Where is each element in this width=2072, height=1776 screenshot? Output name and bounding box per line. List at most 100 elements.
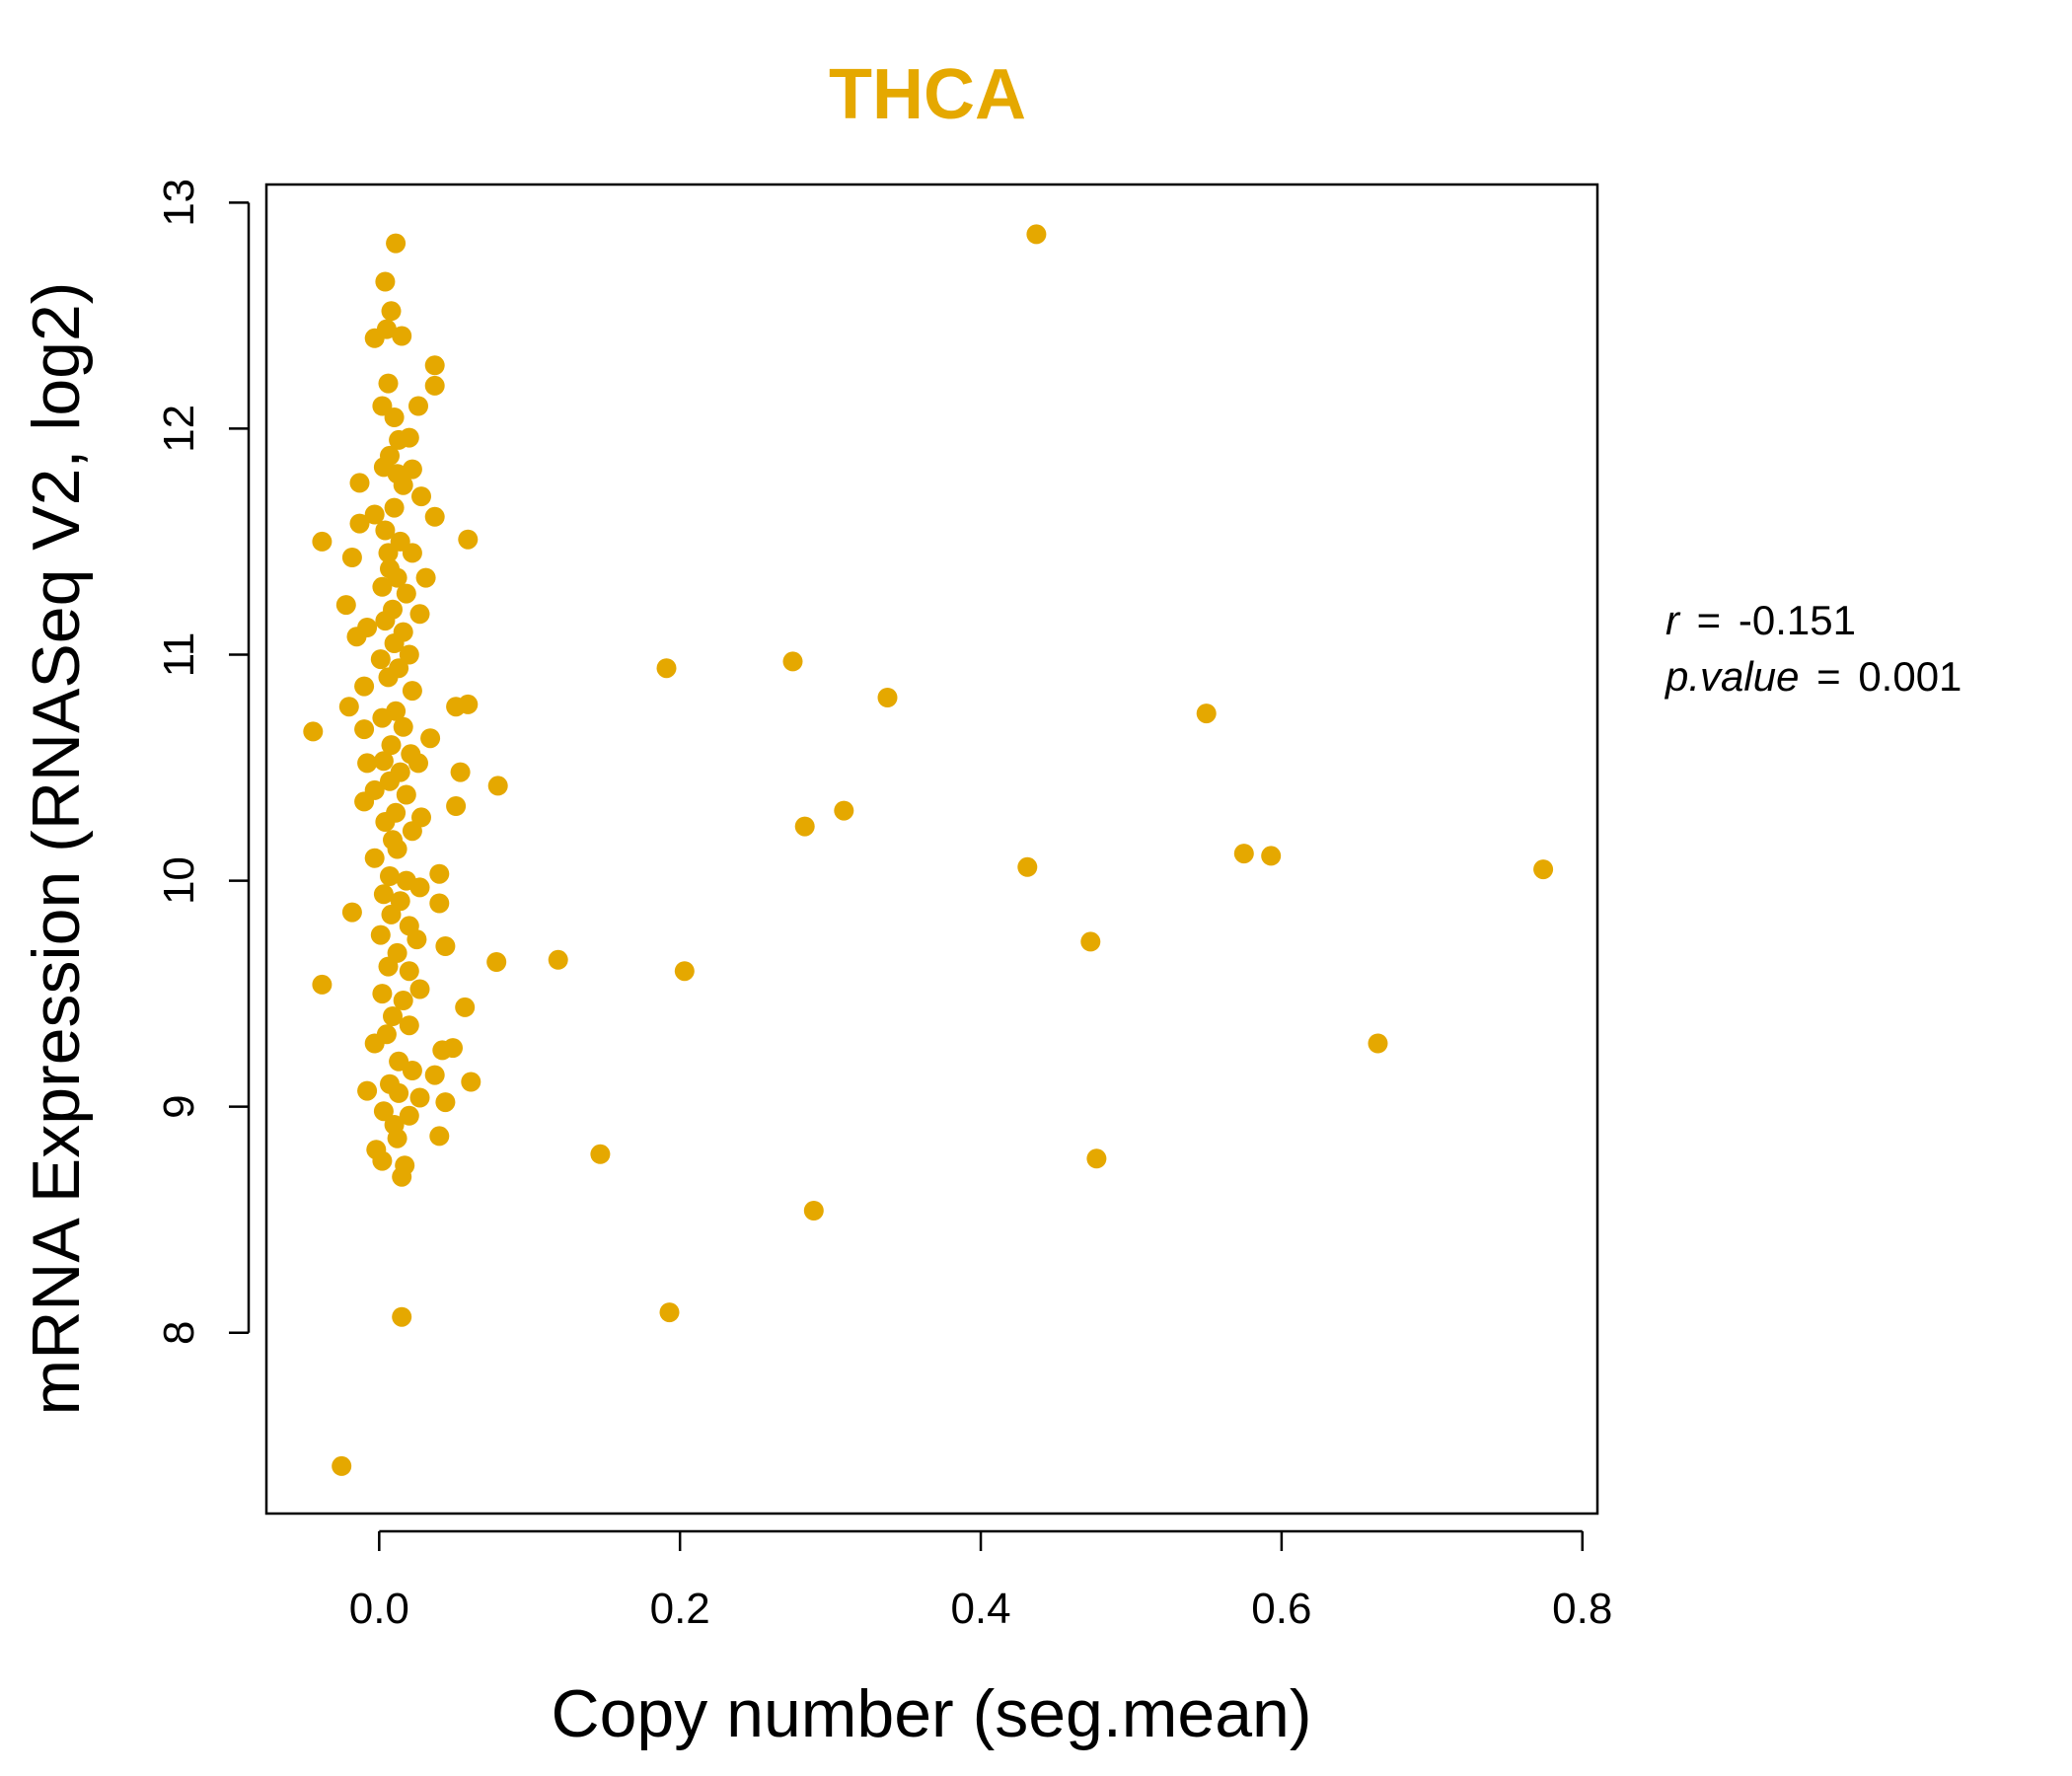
data-point <box>335 595 356 616</box>
data-point <box>429 893 450 914</box>
data-point <box>378 373 399 394</box>
data-point <box>312 974 333 995</box>
data-point <box>349 513 370 534</box>
data-point <box>1261 846 1282 866</box>
data-point <box>408 753 428 774</box>
y-tick-label: 12 <box>155 405 203 453</box>
x-tick-label: 0.6 <box>1251 1585 1311 1633</box>
data-point <box>381 735 402 756</box>
y-tick-label: 9 <box>155 1094 203 1118</box>
data-point <box>357 1080 378 1101</box>
plot-frame <box>264 183 1599 1516</box>
data-point <box>389 1082 409 1103</box>
y-axis-title: mRNA Expression (RNASeq V2, log2) <box>19 282 94 1416</box>
data-point <box>402 1061 422 1080</box>
x-axis-title: Copy number (seg.mean) <box>551 1676 1311 1751</box>
data-point <box>548 949 568 970</box>
data-point <box>443 1038 463 1059</box>
data-point <box>392 1306 412 1327</box>
y-tick-label: 11 <box>155 632 203 678</box>
p-value-statistic: p.value = 0.001 <box>1664 653 1961 700</box>
y-tick-label: 13 <box>155 179 203 227</box>
data-point <box>803 1201 824 1221</box>
data-point <box>375 520 396 541</box>
data-point <box>372 707 393 728</box>
data-point <box>409 604 430 625</box>
data-point <box>378 543 399 563</box>
data-point <box>446 796 467 816</box>
x-tick-label: 0.2 <box>650 1585 710 1633</box>
data-point <box>375 611 396 631</box>
data-point <box>458 529 479 550</box>
data-point <box>346 627 367 647</box>
data-point <box>487 776 508 796</box>
data-point <box>1026 224 1047 245</box>
data-point <box>409 1087 430 1108</box>
data-point <box>372 576 393 597</box>
data-point <box>402 459 422 480</box>
data-point <box>415 567 436 588</box>
data-point <box>387 839 407 859</box>
data-point <box>312 531 333 552</box>
data-point <box>396 784 416 805</box>
data-point <box>424 506 445 527</box>
data-point <box>381 904 402 925</box>
data-point <box>794 816 815 837</box>
data-point <box>384 633 405 653</box>
data-point <box>364 328 385 348</box>
data-point <box>424 375 445 396</box>
data-point <box>1533 859 1554 880</box>
data-point <box>378 956 399 977</box>
data-point <box>877 688 898 707</box>
r-statistic: r = -0.151 <box>1665 597 1856 643</box>
r-equals: = <box>1697 597 1722 643</box>
data-point <box>834 800 854 821</box>
data-point <box>373 1101 394 1122</box>
data-point <box>373 751 394 772</box>
data-point <box>378 667 399 688</box>
y-axis: 8 9 10 11 12 13 <box>155 179 251 1345</box>
data-point <box>354 791 375 812</box>
data-point <box>399 961 419 982</box>
data-point <box>384 497 405 518</box>
data-point <box>590 1144 611 1164</box>
data-point <box>373 457 394 478</box>
p-value: 0.001 <box>1858 653 1961 700</box>
data-point <box>1196 703 1217 724</box>
data-point <box>424 355 445 376</box>
data-point <box>402 821 422 842</box>
r-value: -0.151 <box>1739 597 1856 643</box>
data-point <box>349 473 370 493</box>
data-point <box>380 866 400 886</box>
data-point <box>375 812 396 832</box>
data-point <box>424 1065 445 1085</box>
data-point <box>399 1015 419 1036</box>
data-point <box>393 475 413 495</box>
data-point <box>357 753 378 774</box>
data-point <box>458 694 479 714</box>
r-label: r <box>1665 597 1681 643</box>
data-point <box>429 1126 450 1147</box>
data-point <box>387 567 407 588</box>
data-point <box>409 979 430 999</box>
data-point <box>399 644 419 665</box>
data-point <box>399 427 419 448</box>
data-point <box>411 486 431 507</box>
p-value-label: p.value <box>1664 653 1799 700</box>
data-point <box>372 984 393 1004</box>
data-point <box>450 762 471 782</box>
data-point <box>341 548 362 567</box>
data-point <box>364 504 385 525</box>
data-point <box>782 651 803 672</box>
data-point <box>435 1092 456 1113</box>
data-point <box>435 936 456 956</box>
data-point <box>659 1302 680 1323</box>
data-point <box>381 301 402 322</box>
data-point <box>393 716 413 737</box>
x-tick-label: 0.0 <box>349 1585 409 1633</box>
data-point <box>338 697 359 717</box>
x-axis: 0.0 0.2 0.4 0.6 0.8 <box>349 1529 1612 1633</box>
data-point <box>383 1006 403 1026</box>
data-point <box>407 929 427 950</box>
